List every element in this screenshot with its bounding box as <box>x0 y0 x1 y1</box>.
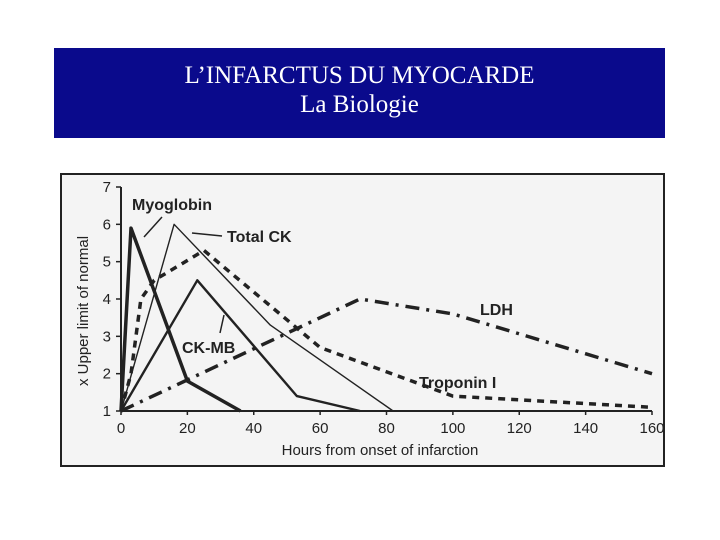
x-tick-label: 20 <box>179 420 196 437</box>
y-tick-label: 6 <box>103 216 111 233</box>
series-label-myoglobin: Myoglobin <box>132 197 212 214</box>
series-label-troponin-i: Troponin I <box>419 375 496 392</box>
chart-frame: 0 20 40 60 80 100 120 140 160 1 2 3 4 5 6 7 Hours from o… <box>60 173 665 467</box>
x-tick-label: 140 <box>573 420 598 437</box>
x-axis-label: Hours from onset of infarction <box>282 442 479 459</box>
y-tick-label: 5 <box>103 254 111 271</box>
chart-series <box>119 223 653 413</box>
x-tick-label: 60 <box>312 420 329 437</box>
title-banner: L’INFARCTUS DU MYOCARDE La Biologie <box>54 48 665 138</box>
y-tick-label: 2 <box>103 366 111 383</box>
series-ldh-line <box>120 297 653 413</box>
chart-labels: Myoglobin Total CK CK-MB LDH Troponin I <box>132 197 513 392</box>
y-tick-label: 4 <box>103 291 111 308</box>
series-myoglobin-line <box>119 226 242 413</box>
y-tick-label: 1 <box>103 403 111 420</box>
y-axis-label: x Upper limit of normal <box>75 236 92 386</box>
x-tick-label: 120 <box>507 420 532 437</box>
biomarker-chart: 0 20 40 60 80 100 120 140 160 1 2 3 4 5 6 7 Hours from o… <box>75 179 663 459</box>
x-tick-label: 160 <box>639 420 663 437</box>
leader-line-ck-mb <box>219 314 225 334</box>
y-tick-label: 3 <box>103 328 111 345</box>
series-label-ldh: LDH <box>480 302 513 319</box>
leader-line-total-ck <box>191 232 223 237</box>
series-ck-mb-line <box>119 279 361 413</box>
x-tick-label: 0 <box>117 420 125 437</box>
page-title: L’INFARCTUS DU MYOCARDE <box>184 62 535 89</box>
leader-line-myoglobin <box>143 216 163 238</box>
x-tick-label: 80 <box>378 420 395 437</box>
page-subtitle: La Biologie <box>300 91 419 118</box>
series-label-total-ck: Total CK <box>227 229 292 246</box>
x-tick-label: 40 <box>245 420 262 437</box>
chart-axes: 0 20 40 60 80 100 120 140 160 1 2 3 4 5 6 7 Hours from o… <box>75 179 663 459</box>
series-label-ck-mb: CK-MB <box>182 340 235 357</box>
x-tick-label: 100 <box>440 420 465 437</box>
series-total-ck-line <box>120 223 394 412</box>
y-tick-label: 7 <box>103 179 111 196</box>
